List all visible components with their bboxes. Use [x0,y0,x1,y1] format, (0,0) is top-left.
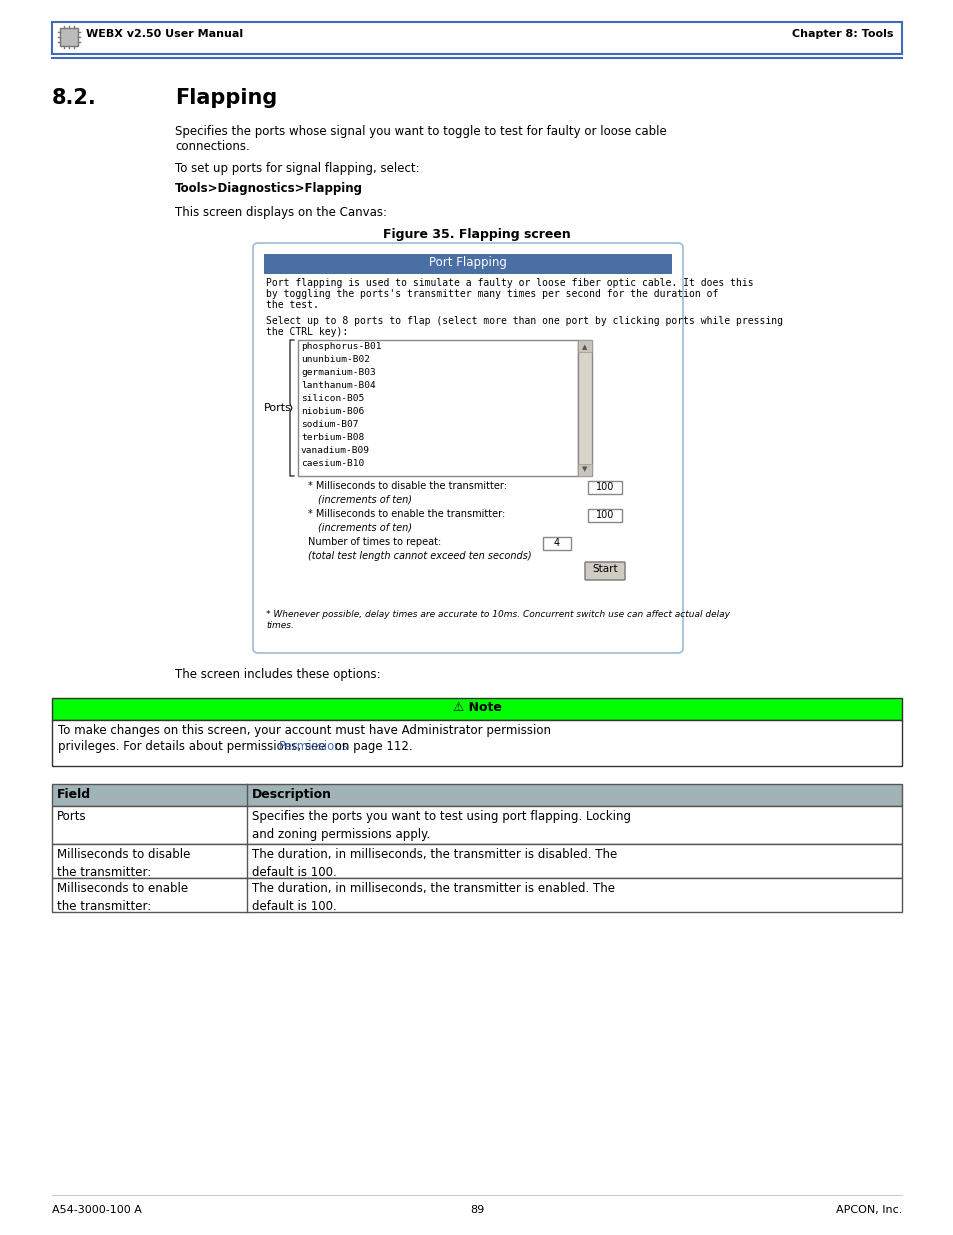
Text: To set up ports for signal flapping, select:: To set up ports for signal flapping, sel… [174,162,419,175]
Bar [587,480,621,494]
Bar [542,537,571,550]
Text: times.: times. [266,621,294,630]
Bar [264,254,671,274]
FancyBboxPatch shape [584,562,624,580]
Text: * Milliseconds to disable the transmitter:: * Milliseconds to disable the transmitte… [308,480,506,492]
Text: A54-3000-100 A: A54-3000-100 A [52,1205,142,1215]
Text: The duration, in milliseconds, the transmitter is disabled. The
default is 100.: The duration, in milliseconds, the trans… [252,848,617,879]
FancyBboxPatch shape [253,243,682,653]
Text: the test.: the test. [266,300,318,310]
Text: Chapter 8: Tools: Chapter 8: Tools [792,28,893,40]
Text: This screen displays on the Canvas:: This screen displays on the Canvas: [174,206,387,219]
Bar [52,784,901,806]
Bar [587,509,621,522]
Text: by toggling the ports's transmitter many times per second for the duration of: by toggling the ports's transmitter many… [266,289,718,299]
Bar [52,720,901,766]
Text: 89: 89 [470,1205,483,1215]
Bar [578,340,592,475]
Text: silicon-B05: silicon-B05 [301,394,364,403]
Bar [60,28,78,46]
Text: * Whenever possible, delay times are accurate to 10ms. Concurrent switch use can: * Whenever possible, delay times are acc… [266,610,729,619]
Text: Specifies the ports whose signal you want to toggle to test for faulty or loose : Specifies the ports whose signal you wan… [174,125,666,138]
Text: on page 112.: on page 112. [331,740,412,753]
Text: 4: 4 [554,538,559,548]
Text: Number of times to repeat:: Number of times to repeat: [308,537,441,547]
Text: * Milliseconds to enable the transmitter:: * Milliseconds to enable the transmitter… [308,509,505,519]
Text: the CTRL key):: the CTRL key): [266,327,348,337]
Text: Flapping: Flapping [174,88,277,107]
Text: Ports: Ports [264,403,292,412]
Text: lanthanum-B04: lanthanum-B04 [301,382,375,390]
Bar [297,340,578,475]
Text: Milliseconds to disable
the transmitter:: Milliseconds to disable the transmitter: [57,848,191,879]
Text: ⚠ Note: ⚠ Note [452,701,501,714]
Text: APCON, Inc.: APCON, Inc. [835,1205,901,1215]
Text: terbium-B08: terbium-B08 [301,433,364,442]
Text: (increments of ten): (increments of ten) [317,495,412,505]
Bar [52,878,901,911]
Bar [52,806,901,844]
Text: The duration, in milliseconds, the transmitter is enabled. The
default is 100.: The duration, in milliseconds, the trans… [252,882,615,913]
Text: vanadium-B09: vanadium-B09 [301,446,370,454]
Text: germanium-B03: germanium-B03 [301,368,375,377]
Text: (total test length cannot exceed ten seconds): (total test length cannot exceed ten sec… [308,551,531,561]
Text: ▲: ▲ [581,345,587,350]
Text: connections.: connections. [174,140,250,153]
Text: sodium-B07: sodium-B07 [301,420,358,429]
Text: Permissions: Permissions [278,740,349,753]
Text: The screen includes these options:: The screen includes these options: [174,668,380,680]
Bar [578,340,592,352]
Text: 100: 100 [596,482,614,492]
Text: Ports: Ports [57,810,87,823]
Text: (increments of ten): (increments of ten) [317,522,412,534]
Text: Figure 35. Flapping screen: Figure 35. Flapping screen [383,228,570,241]
Text: ununbium-B02: ununbium-B02 [301,354,370,364]
Text: Select up to 8 ports to flap (select more than one port by clicking ports while : Select up to 8 ports to flap (select mor… [266,316,782,326]
Text: Tools>Diagnostics>Flapping: Tools>Diagnostics>Flapping [174,182,363,195]
Text: niobium-B06: niobium-B06 [301,408,364,416]
Bar [578,464,592,475]
Text: Port flapping is used to simulate a faulty or loose fiber optic cable. It does t: Port flapping is used to simulate a faul… [266,278,753,288]
Text: caesium-B10: caesium-B10 [301,459,364,468]
Text: Specifies the ports you want to test using port flapping. Locking
and zoning per: Specifies the ports you want to test usi… [252,810,630,841]
Text: Port Flapping: Port Flapping [429,256,506,269]
Text: Field: Field [57,788,91,802]
Text: phosphorus-B01: phosphorus-B01 [301,342,381,351]
Bar [52,844,901,878]
Text: ▼: ▼ [581,466,587,472]
Text: 8.2.: 8.2. [52,88,96,107]
Text: WEBX v2.50 User Manual: WEBX v2.50 User Manual [86,28,243,40]
Text: Start: Start [592,564,618,574]
Text: 100: 100 [596,510,614,520]
Text: privileges. For details about permissions, see: privileges. For details about permission… [58,740,329,753]
Text: To make changes on this screen, your account must have Administrator permission: To make changes on this screen, your acc… [58,724,551,737]
Text: Description: Description [252,788,332,802]
Text: Milliseconds to enable
the transmitter:: Milliseconds to enable the transmitter: [57,882,188,913]
Bar [52,22,901,54]
Bar [52,698,901,720]
